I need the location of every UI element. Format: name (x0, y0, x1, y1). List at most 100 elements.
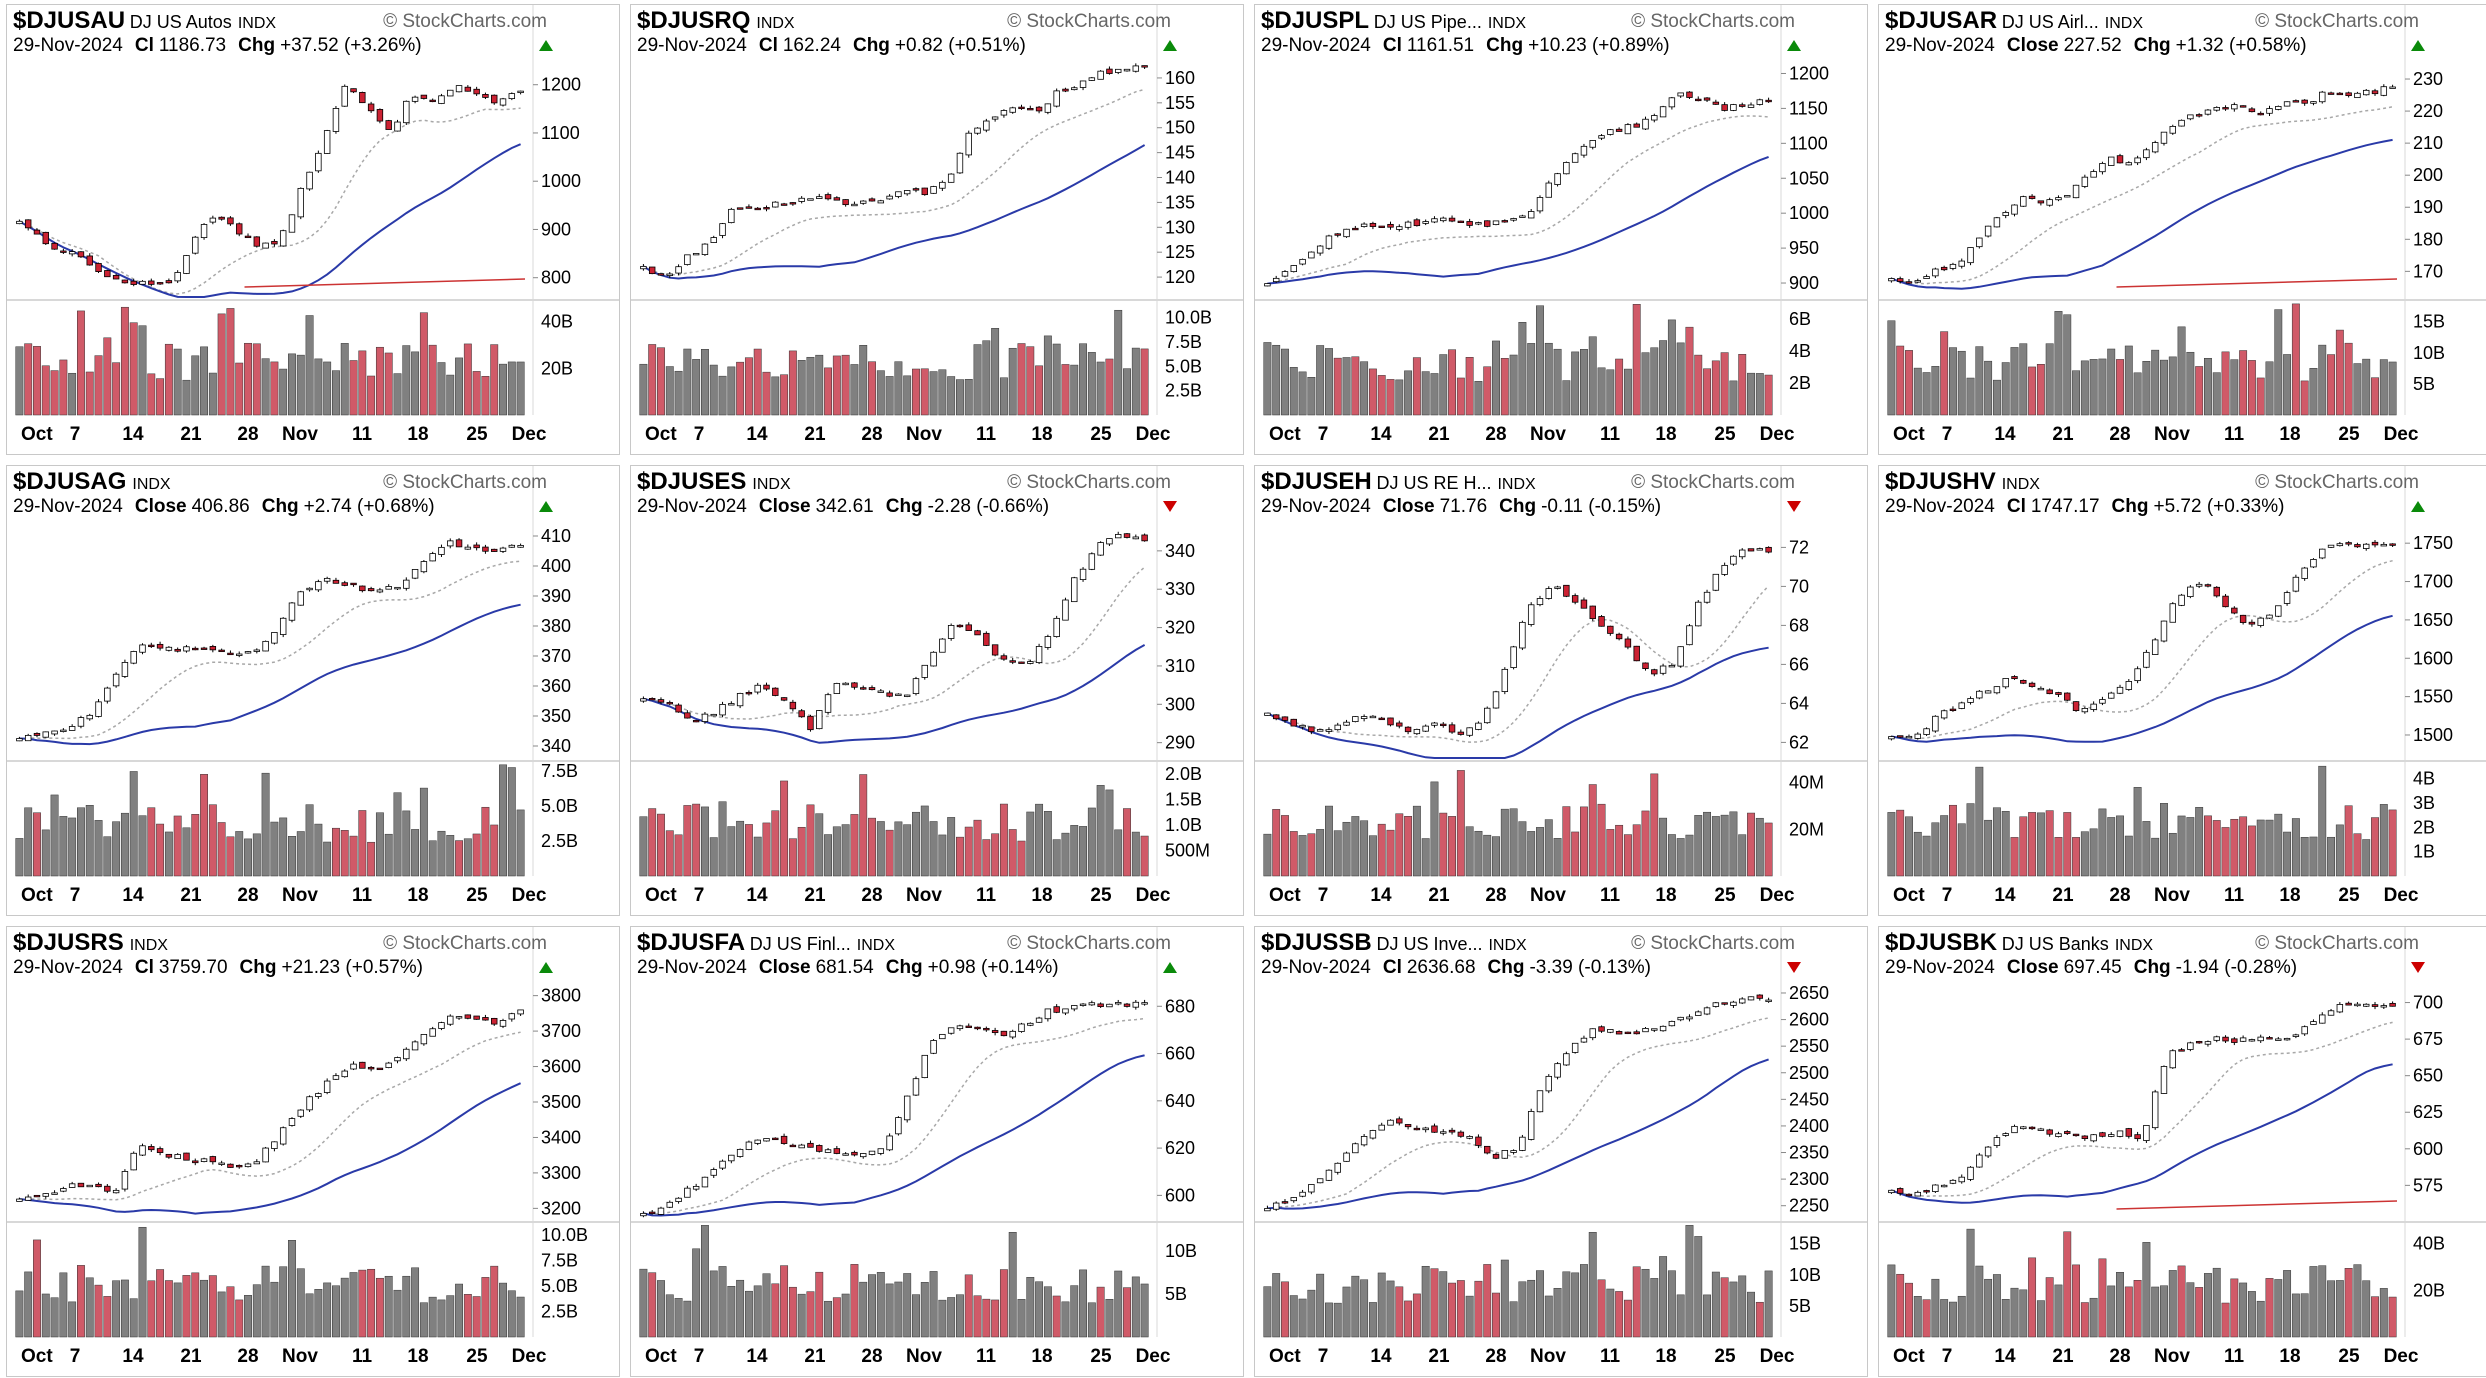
volume-bar (1580, 349, 1588, 416)
candle (315, 579, 322, 592)
volume-bar (2379, 359, 2388, 416)
volume-bar (208, 372, 217, 416)
volume-bar (1975, 346, 1984, 416)
volume-bar (1333, 1302, 1342, 1338)
candle (2187, 1041, 2194, 1052)
volume-bar (411, 829, 420, 877)
volume-bar (1518, 322, 1527, 416)
volume-bar (1289, 367, 1298, 416)
y-tick-label: 70 (1789, 576, 1809, 596)
up-arrow-icon (539, 501, 553, 512)
volume-bar (1412, 805, 1421, 877)
candle (947, 623, 955, 641)
volume-bar (920, 1282, 929, 1338)
candle (701, 243, 709, 256)
volume-bar (314, 358, 323, 416)
candle (1281, 716, 1289, 723)
candle (1756, 547, 1764, 551)
candle (877, 1148, 885, 1156)
volume-bar (1281, 348, 1289, 416)
x-tick-label: 14 (1370, 424, 1392, 445)
candle (253, 236, 261, 248)
x-tick-label: 18 (1655, 424, 1676, 445)
volume-bar (1492, 836, 1500, 877)
candle (1932, 267, 1939, 279)
candle (1747, 996, 1755, 1001)
chart-panel: 1500 1550 1600 1650 1700 1750 1B 2B 3B 4B Oct 7 14 21… (1878, 465, 2486, 916)
volume-bar (797, 826, 806, 877)
candle (1027, 1022, 1034, 1027)
candle (1739, 102, 1746, 108)
candle (438, 1021, 445, 1031)
candle (403, 100, 410, 125)
volume-bar (1140, 835, 1149, 877)
candle (367, 586, 375, 592)
volume-bar (1747, 1291, 1755, 1338)
moving-average-fast (643, 88, 1145, 276)
volume-bar (1992, 379, 2001, 416)
volume-bar (1421, 1265, 1430, 1338)
volume-bar (2274, 1279, 2283, 1338)
candle (2336, 541, 2344, 547)
volume-bar (868, 817, 876, 877)
volume-bar (1509, 1301, 1518, 1338)
x-tick-label: 28 (2109, 424, 2130, 445)
volume-bar (490, 344, 499, 416)
volume-bar (1272, 809, 1281, 877)
volume-bar (1052, 839, 1061, 877)
volume-bar (947, 376, 956, 416)
candle (2345, 1001, 2352, 1006)
candle (1272, 714, 1280, 721)
candle (464, 85, 472, 92)
candle (2081, 1135, 2089, 1141)
candle (1044, 634, 1052, 650)
y-tick-label: 2550 (1789, 1036, 1829, 1056)
volume-bar (226, 836, 235, 877)
candle (2257, 617, 2264, 628)
volume-bar (850, 364, 859, 416)
change-value: +0.82 (+0.51%) (894, 35, 1026, 56)
volume-bar (1747, 372, 1755, 416)
exchange-label: INDX (1488, 937, 1527, 954)
change-value: -0.11 (-0.15%) (1541, 496, 1662, 517)
volume-bar (832, 1297, 841, 1338)
x-tick-label: 11 (1600, 885, 1621, 906)
candle (1088, 76, 1096, 81)
candle (1071, 576, 1078, 603)
candle (1976, 237, 1983, 249)
volume-bar (1667, 1270, 1676, 1338)
volume-bar (692, 803, 701, 877)
change-label: Chg (885, 957, 923, 978)
up-arrow-icon (1163, 40, 1177, 51)
y-tick-label: 675 (2413, 1029, 2443, 1049)
candle (112, 273, 120, 280)
candle (868, 1150, 876, 1156)
volume-bar (991, 1299, 1000, 1338)
x-tick-label: 11 (1600, 424, 1621, 445)
watermark: © StockCharts.com (1007, 933, 1171, 954)
candle (1580, 597, 1588, 609)
candle (244, 233, 252, 239)
candle (991, 116, 999, 122)
candle (51, 1190, 58, 1195)
candle (2266, 105, 2273, 116)
candle (1027, 659, 1034, 665)
volume-bar (1527, 343, 1536, 416)
candle (939, 180, 946, 191)
x-tick-label: Dec (1136, 1346, 1171, 1367)
volume-bar (1052, 1295, 1061, 1338)
candle (903, 694, 911, 698)
volume-bar (472, 1296, 481, 1338)
volume-bar (1676, 1294, 1685, 1338)
volume-bar (340, 343, 349, 416)
candle (2090, 169, 2097, 178)
candle (403, 577, 410, 591)
volume-bar (516, 809, 525, 877)
volume-bar (499, 363, 507, 416)
volume-bar (2309, 368, 2318, 416)
volume-bar (120, 1279, 129, 1338)
down-arrow-icon (1163, 501, 1177, 512)
candle (912, 1076, 920, 1097)
candle (1967, 696, 1974, 705)
volume-bar (235, 831, 244, 877)
